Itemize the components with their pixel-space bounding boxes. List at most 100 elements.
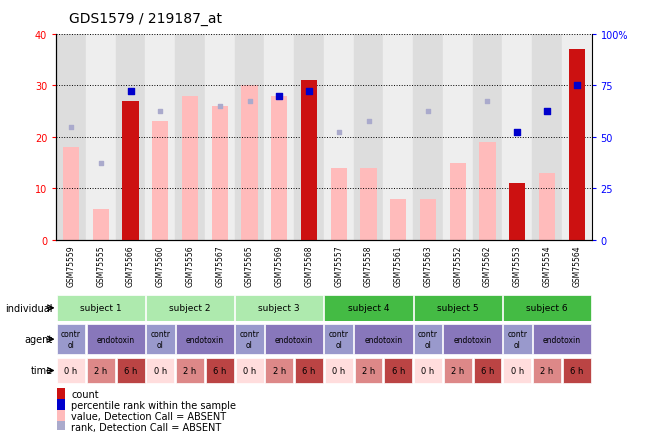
Bar [563, 358, 591, 383]
Text: subject 5: subject 5 [437, 304, 479, 312]
Text: 0 h: 0 h [421, 366, 435, 375]
Bar [383, 35, 413, 240]
Bar [414, 325, 442, 354]
Point [483, 98, 493, 105]
Point [364, 118, 374, 125]
Point [96, 160, 106, 167]
Bar [354, 325, 412, 354]
Text: percentile rank within the sample: percentile rank within the sample [71, 400, 236, 410]
Text: rank, Detection Call = ABSENT: rank, Detection Call = ABSENT [71, 422, 221, 431]
Bar [562, 35, 592, 240]
Bar [502, 35, 532, 240]
Bar [63, 148, 79, 240]
Bar [444, 325, 502, 354]
Text: time: time [31, 366, 53, 375]
Bar [175, 35, 205, 240]
Text: 6 h: 6 h [391, 366, 405, 375]
Text: subject 1: subject 1 [80, 304, 122, 312]
Bar [271, 96, 288, 240]
Bar [265, 325, 323, 354]
Bar [176, 325, 234, 354]
Bar [503, 296, 591, 321]
Bar [413, 35, 443, 240]
Text: endotoxin: endotoxin [186, 335, 224, 344]
Text: subject 6: subject 6 [526, 304, 568, 312]
Bar [265, 358, 293, 383]
Point [512, 129, 523, 136]
Bar [146, 325, 175, 354]
Point [126, 88, 136, 95]
Bar [57, 421, 65, 433]
Text: 0 h: 0 h [243, 366, 256, 375]
Bar [325, 325, 353, 354]
Text: endotoxin: endotoxin [543, 335, 581, 344]
Bar [146, 358, 175, 383]
Bar [56, 35, 86, 240]
Bar [503, 325, 531, 354]
Bar [503, 358, 531, 383]
Bar [116, 358, 145, 383]
Bar [235, 325, 264, 354]
Point [304, 88, 315, 95]
Text: 6 h: 6 h [302, 366, 316, 375]
Bar [57, 388, 65, 400]
Text: 2 h: 2 h [272, 366, 286, 375]
Bar [86, 35, 116, 240]
Text: 6 h: 6 h [570, 366, 584, 375]
Bar [539, 174, 555, 240]
Text: subject 4: subject 4 [348, 304, 389, 312]
Bar [473, 35, 502, 240]
Text: endotoxin: endotoxin [364, 335, 403, 344]
Text: 0 h: 0 h [64, 366, 78, 375]
Bar [420, 199, 436, 240]
Bar [568, 50, 585, 240]
Point [274, 93, 285, 100]
Bar [330, 168, 347, 240]
Bar [182, 96, 198, 240]
Bar [57, 296, 145, 321]
Text: contr
ol: contr ol [61, 330, 81, 349]
Text: GDS1579 / 219187_at: GDS1579 / 219187_at [69, 12, 222, 26]
Bar [354, 358, 383, 383]
Text: contr
ol: contr ol [329, 330, 349, 349]
Bar [443, 35, 473, 240]
Bar [57, 325, 85, 354]
Bar [57, 399, 65, 411]
Bar [301, 81, 317, 240]
Bar [533, 358, 561, 383]
Text: 2 h: 2 h [94, 366, 108, 375]
Point [66, 124, 77, 131]
Text: endotoxin: endotoxin [275, 335, 313, 344]
Bar [325, 296, 412, 321]
Point [572, 82, 582, 89]
Point [215, 103, 225, 110]
Text: agent: agent [24, 335, 53, 344]
Text: value, Detection Call = ABSENT: value, Detection Call = ABSENT [71, 411, 226, 421]
Text: 0 h: 0 h [510, 366, 524, 375]
Text: contr
ol: contr ol [418, 330, 438, 349]
Text: 2 h: 2 h [540, 366, 554, 375]
Point [423, 108, 434, 115]
Bar [116, 35, 145, 240]
Bar [145, 35, 175, 240]
Bar [152, 122, 169, 240]
Bar [146, 296, 234, 321]
Text: contr
ol: contr ol [239, 330, 260, 349]
Bar [57, 358, 85, 383]
Text: 2 h: 2 h [183, 366, 197, 375]
Bar [384, 358, 412, 383]
Bar [235, 35, 264, 240]
Text: 0 h: 0 h [153, 366, 167, 375]
Bar [122, 102, 139, 240]
Bar [57, 410, 65, 422]
Text: individual: individual [5, 303, 53, 313]
Bar [264, 35, 294, 240]
Bar [390, 199, 407, 240]
Bar [414, 358, 442, 383]
Text: count: count [71, 389, 98, 399]
Bar [414, 296, 502, 321]
Point [334, 129, 344, 136]
Text: 6 h: 6 h [481, 366, 494, 375]
Bar [324, 35, 354, 240]
Bar [212, 107, 228, 240]
